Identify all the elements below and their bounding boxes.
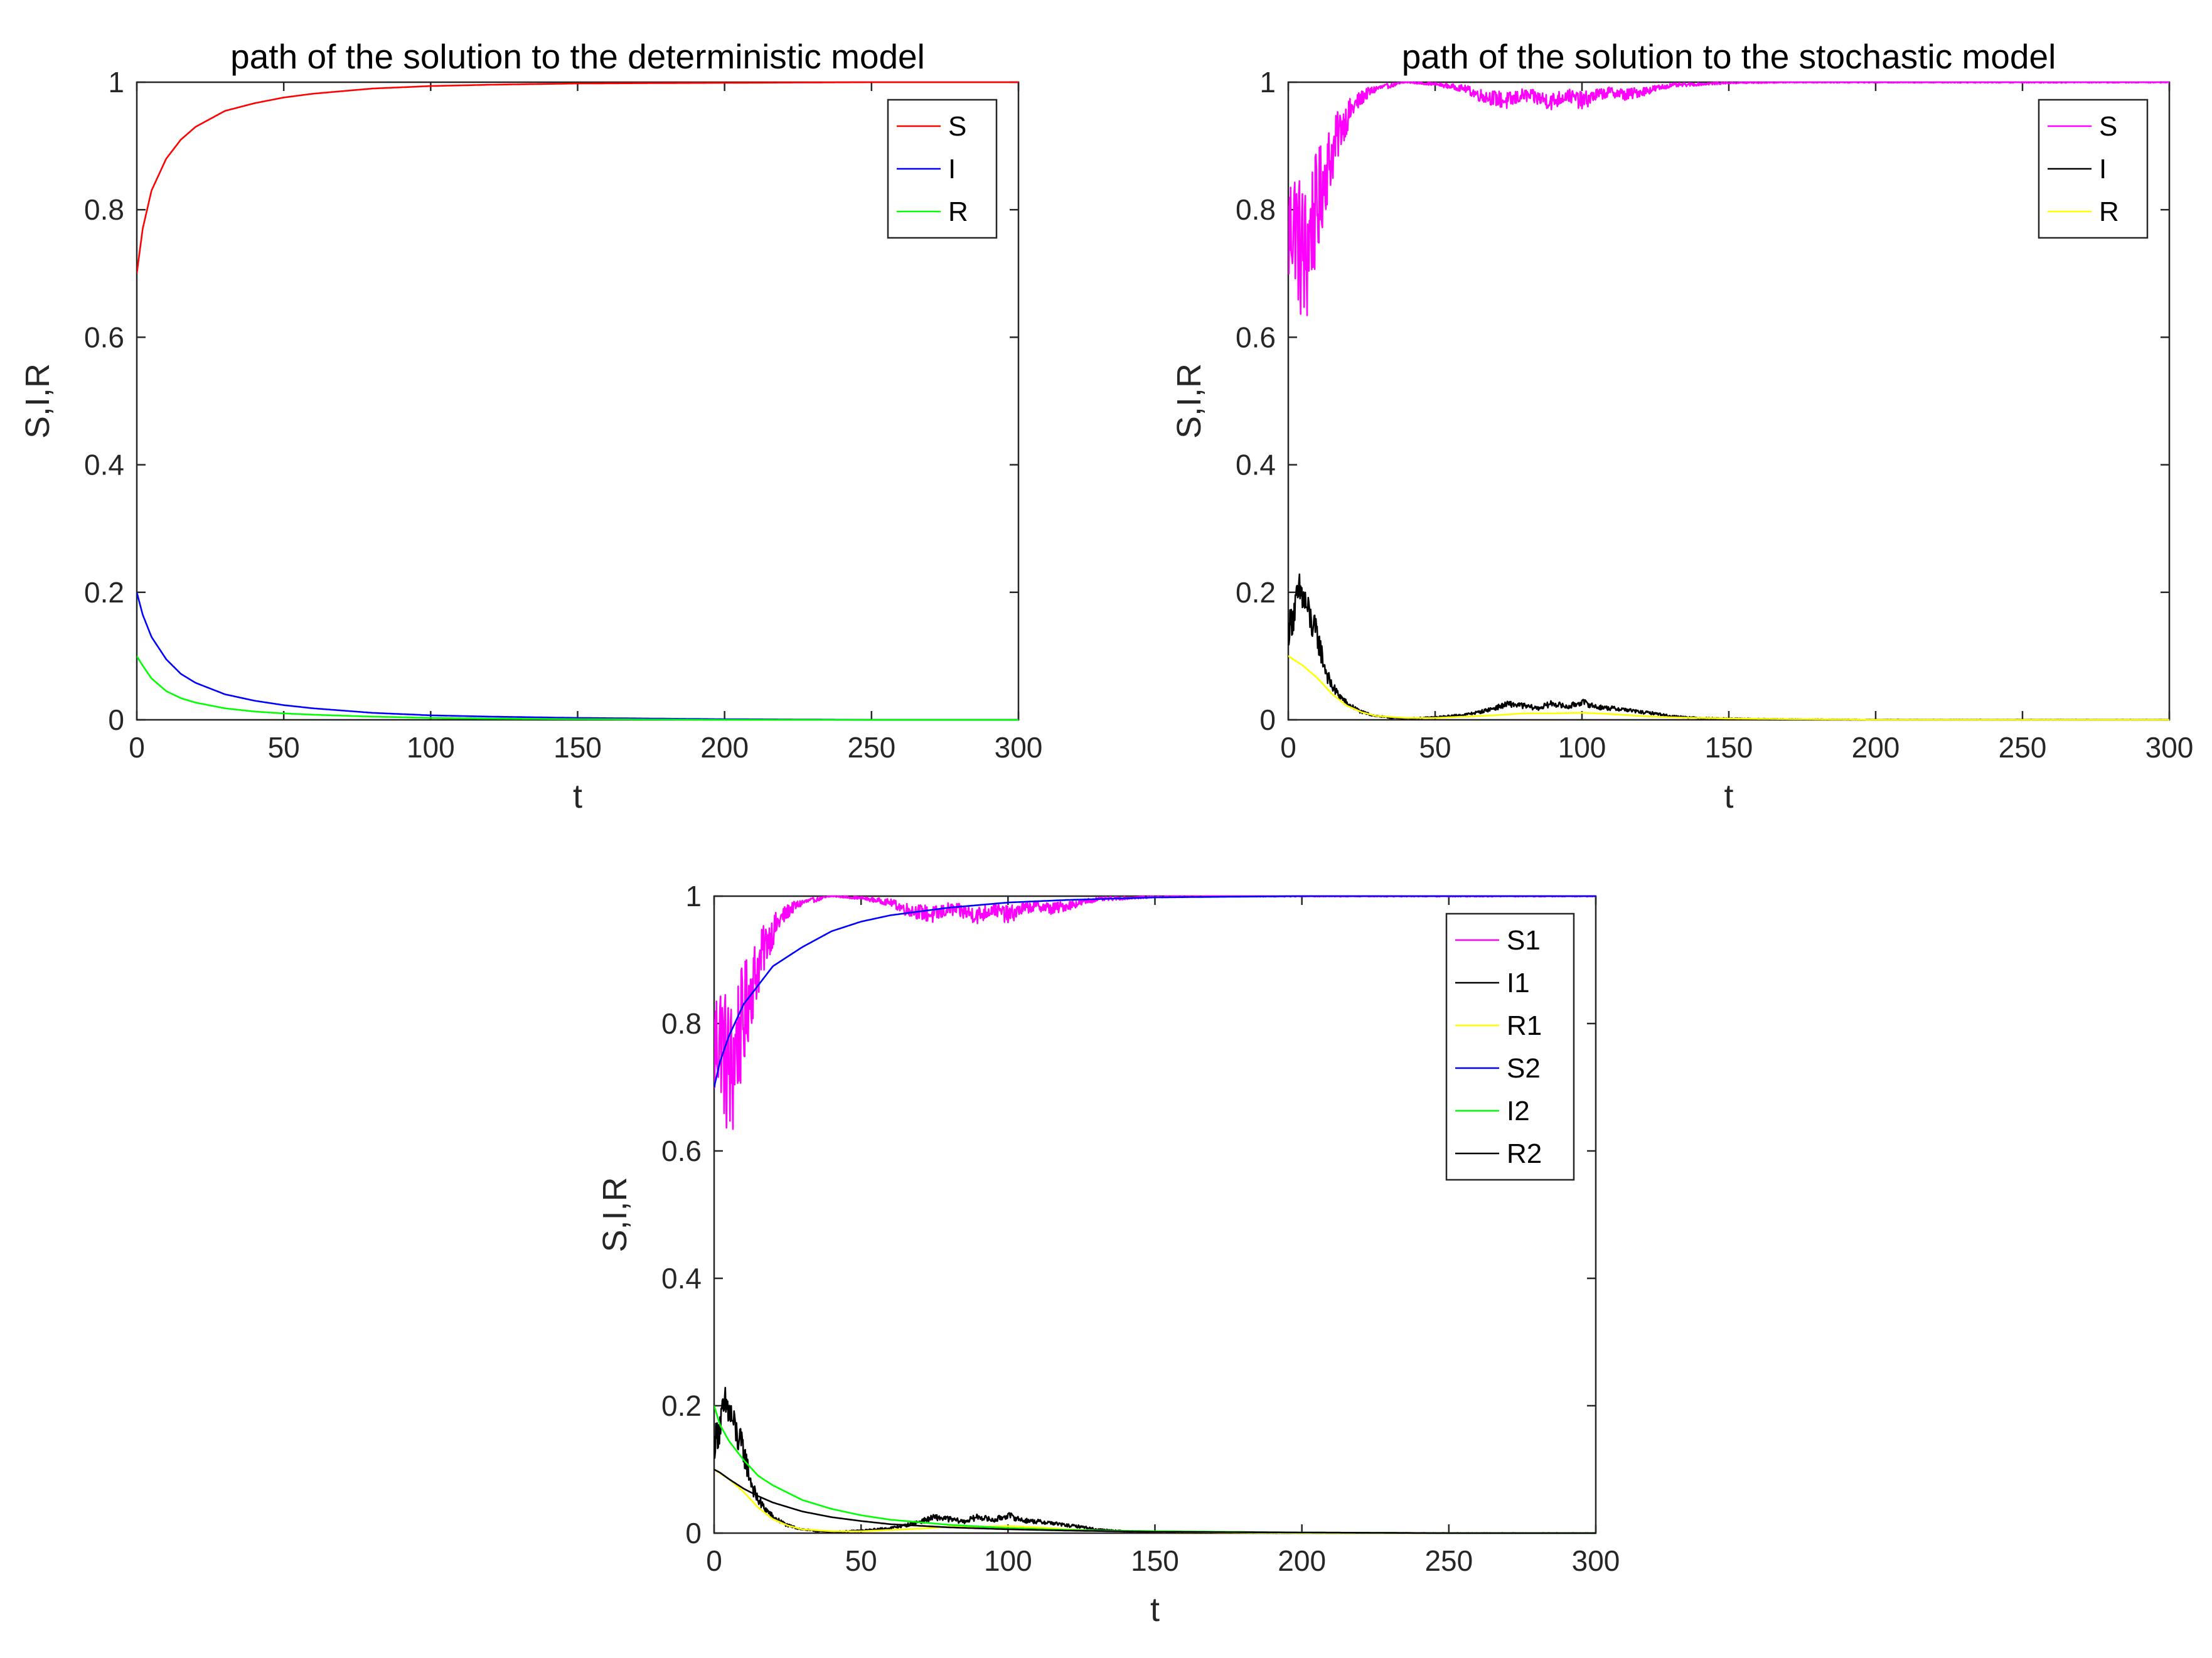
plot-area — [1287, 81, 2171, 721]
x-tick-label: 250 — [1999, 731, 2047, 764]
x-tick-label: 0 — [129, 731, 145, 764]
y-tick-label: 0.2 — [661, 1389, 702, 1422]
y-tick-label: 0.8 — [1236, 193, 1276, 226]
series-line-r — [1288, 655, 2169, 721]
y-tick-label: 0.6 — [1236, 321, 1276, 353]
x-tick-label: 150 — [553, 731, 602, 764]
x-tick-label: 50 — [845, 1544, 877, 1577]
legend-label: I1 — [1507, 968, 1530, 998]
legend: S1 I1 R1 S2 I2 R2 — [1445, 912, 1575, 1181]
y-tick-label: 0.4 — [84, 449, 124, 481]
y-tick-label: 0 — [1259, 703, 1276, 736]
legend-label: I2 — [1507, 1096, 1530, 1126]
plot-area — [136, 81, 1020, 721]
y-tick-label: 0.6 — [84, 321, 124, 353]
y-tick-label: 1 — [108, 66, 124, 99]
y-tick-label: 0.4 — [661, 1262, 702, 1295]
legend-box — [1445, 912, 1575, 1181]
x-tick-label: 100 — [1558, 731, 1606, 764]
x-tick-label: 100 — [407, 731, 455, 764]
x-axis-label: t — [1724, 778, 1733, 815]
y-tick-label: 1 — [1259, 66, 1276, 99]
x-tick-label: 300 — [2145, 731, 2194, 764]
series-line-r2 — [714, 1468, 1596, 1534]
legend: SIR — [887, 99, 998, 239]
x-tick-label: 200 — [1278, 1544, 1326, 1577]
x-tick-label: 200 — [700, 731, 749, 764]
y-tick-label: 0.2 — [84, 576, 124, 609]
y-tick-label: 0.8 — [84, 193, 124, 226]
legend-label: R2 — [1507, 1138, 1542, 1169]
series-line-r — [137, 655, 1018, 721]
series-group — [714, 895, 1596, 1534]
chart-1: 0 50 100 150 200 250 300 0 0.2 0.4 0.6 0.8 1 t S,I,R pa… — [19, 37, 1042, 815]
legend-label: R — [948, 196, 968, 227]
y-tick-label: 1 — [685, 880, 702, 912]
y-tick-label: 0.8 — [661, 1007, 702, 1040]
series-line-s — [137, 81, 1018, 274]
legend-label: S — [948, 111, 966, 142]
y-axis-label: S,I,R — [19, 363, 56, 439]
x-tick-label: 0 — [706, 1544, 722, 1577]
chart-2: 0 50 100 150 200 250 300 0 0.2 0.4 0.6 0.8 1 t S,I,R pa… — [1170, 37, 2193, 815]
legend-label: I — [948, 154, 956, 185]
legend-label: S — [2099, 111, 2117, 142]
x-axis-label: t — [1150, 1591, 1160, 1629]
chart-title: path of the solution to the deterministi… — [230, 37, 925, 76]
legend-label: S2 — [1507, 1053, 1541, 1084]
y-tick-label: 0 — [108, 703, 124, 736]
y-tick-label: 0.4 — [1236, 449, 1276, 481]
series-line-s2 — [714, 895, 1596, 1088]
y-axis-label: S,I,R — [596, 1177, 634, 1252]
series-group — [1288, 81, 2169, 721]
y-tick-label: 0.2 — [1236, 576, 1276, 609]
y-tick-label: 0 — [685, 1517, 702, 1549]
y-tick-label: 0.6 — [661, 1135, 702, 1167]
x-tick-label: 100 — [984, 1544, 1032, 1577]
chart-3: 0 50 100 150 200 250 300 0 0.2 0.4 0.6 0.8 1 t S,I,R S1… — [596, 880, 1620, 1629]
x-axis-label: t — [573, 778, 582, 815]
x-tick-label: 300 — [995, 731, 1043, 764]
x-tick-label: 300 — [1572, 1544, 1620, 1577]
legend: SIR — [2038, 99, 2149, 239]
chart-title: path of the solution to the stochastic m… — [1402, 37, 2056, 76]
series-line-s — [1288, 81, 2169, 316]
x-tick-label: 50 — [268, 731, 300, 764]
x-tick-label: 250 — [847, 731, 895, 764]
legend-label: R1 — [1507, 1010, 1542, 1041]
x-tick-label: 0 — [1280, 731, 1296, 764]
legend-label: I — [2099, 154, 2107, 185]
x-tick-label: 200 — [1852, 731, 1900, 764]
x-tick-label: 150 — [1705, 731, 1753, 764]
legend-label: R — [2099, 196, 2119, 227]
x-tick-label: 250 — [1424, 1544, 1473, 1577]
legend-label: S1 — [1507, 925, 1541, 956]
x-tick-label: 150 — [1131, 1544, 1179, 1577]
series-group — [137, 81, 1018, 721]
y-axis-label: S,I,R — [1170, 363, 1208, 439]
x-tick-label: 50 — [1419, 731, 1451, 764]
